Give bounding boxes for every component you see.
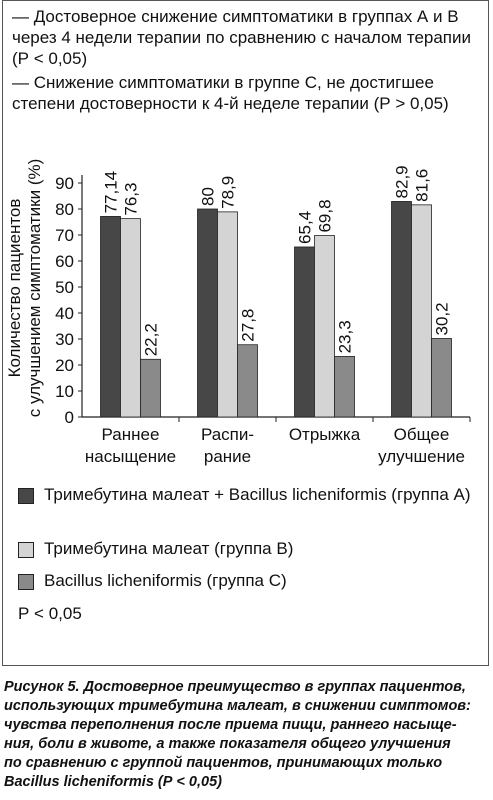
x-tick-label: улучшение: [378, 447, 465, 466]
caption: Рисунок 5. Достоверное преимущество в гр…: [4, 678, 490, 792]
legend-label: Тримебутина малеат (группа В): [44, 539, 294, 558]
bar: [391, 201, 412, 418]
y-axis-label: Количество пациентов: [5, 199, 24, 378]
bar: [140, 358, 161, 418]
bar: [217, 211, 238, 418]
y-tick-label: 90: [55, 174, 74, 193]
value-label: 27,8: [239, 309, 258, 342]
bar: [294, 246, 315, 418]
value-label: 77,14: [102, 171, 121, 214]
caption-line: по сравнению с группой пациентов, приним…: [4, 755, 443, 771]
legend-swatch: [18, 488, 34, 504]
caption-line: Bacillus licheniformis (Р < 0,05): [4, 774, 222, 790]
caption-line: использующих тримебутина малеат, в сниже…: [4, 698, 471, 714]
y-tick-label: 30: [55, 330, 74, 349]
bar: [411, 204, 432, 418]
note: — Снижение симптоматики в группе С, не д…: [12, 73, 449, 113]
note: — Достоверное снижение симптоматики в гр…: [12, 7, 471, 68]
value-label: 65,4: [296, 211, 315, 244]
value-label: 22,2: [142, 323, 161, 356]
value-label: 80: [199, 187, 218, 206]
value-label: 69,8: [316, 199, 335, 232]
bar: [431, 338, 452, 418]
y-tick-label: 70: [55, 226, 74, 245]
y-tick-label: 0: [65, 408, 74, 427]
x-tick-label: Отрыжка: [289, 425, 361, 444]
bar: [197, 208, 218, 418]
value-label: 82,9: [393, 165, 412, 198]
figure-frame: [2, 0, 489, 666]
x-tick-label: Распи-: [201, 425, 254, 444]
x-tick-label: насыщение: [85, 447, 176, 466]
bar: [100, 216, 121, 418]
bar: [314, 235, 335, 418]
x-tick-label: Общее: [394, 425, 450, 444]
significance-note: Р < 0,05: [18, 604, 82, 623]
value-label: 78,9: [219, 176, 238, 209]
y-tick-label: 80: [55, 200, 74, 219]
x-tick-label: Раннее: [102, 425, 160, 444]
legend-swatch: [18, 574, 34, 590]
bar: [237, 344, 258, 418]
chart: Количество пациентов с улучшением симпто…: [5, 159, 471, 466]
y-tick-label: 60: [55, 252, 74, 271]
caption-line: чувства переполнения после приема пищи, …: [4, 717, 457, 733]
bar: [334, 356, 355, 418]
legend-swatch: [18, 542, 34, 558]
bar: [120, 218, 141, 418]
caption-line: Рисунок 5. Достоверное преимущество в гр…: [4, 679, 466, 695]
caption-line: ния, боли в животе, а также показателя о…: [4, 736, 451, 752]
legend-label: Тримебутина малеат + Bacillus lichenifor…: [44, 485, 471, 504]
legend-label: Bacillus licheniformis (группа С): [44, 571, 287, 590]
y-tick-label: 10: [55, 382, 74, 401]
x-tick-label: рание: [204, 447, 251, 466]
value-label: 30,2: [433, 302, 452, 335]
y-tick-label: 20: [55, 356, 74, 375]
y-tick-label: 40: [55, 304, 74, 323]
value-label: 81,6: [413, 169, 432, 202]
value-label: 23,3: [336, 320, 355, 353]
y-tick-label: 50: [55, 278, 74, 297]
value-label: 76,3: [122, 183, 141, 216]
y-axis-label: с улучшением симптоматики (%): [25, 159, 44, 418]
